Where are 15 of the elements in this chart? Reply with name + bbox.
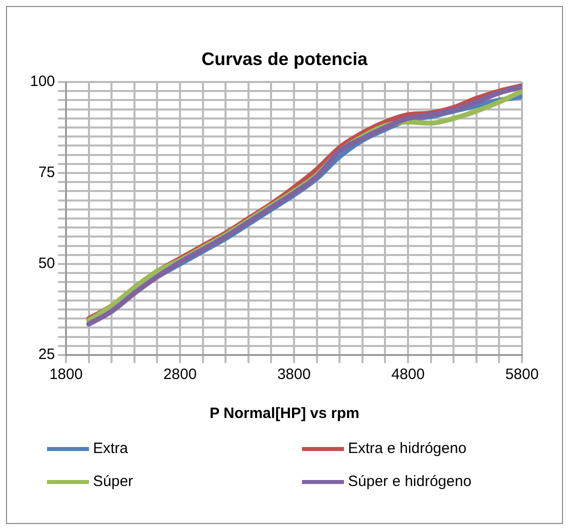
x-tick-label: 1800 bbox=[49, 366, 83, 384]
y-tick-label: 50 bbox=[38, 255, 56, 272]
chart-title: Curvas de potencia bbox=[200, 49, 369, 70]
legend-label: Súper bbox=[93, 473, 134, 490]
x-tick-label: 3800 bbox=[277, 366, 311, 384]
x-tick-label: 4800 bbox=[391, 366, 425, 384]
y-tick-label: 75 bbox=[38, 164, 56, 182]
legend-label: Extra bbox=[93, 440, 128, 457]
y-tick-label: 100 bbox=[30, 73, 56, 90]
legend-label: Súper e hidrógeno bbox=[348, 473, 472, 490]
legend-label: Extra e hidrógeno bbox=[348, 440, 466, 457]
x-tick-label: 5800 bbox=[505, 366, 539, 384]
y-tick-label: 25 bbox=[38, 346, 56, 364]
x-axis-title: P Normal[HP] vs rpm bbox=[208, 405, 360, 422]
x-tick-label: 2800 bbox=[163, 366, 197, 384]
